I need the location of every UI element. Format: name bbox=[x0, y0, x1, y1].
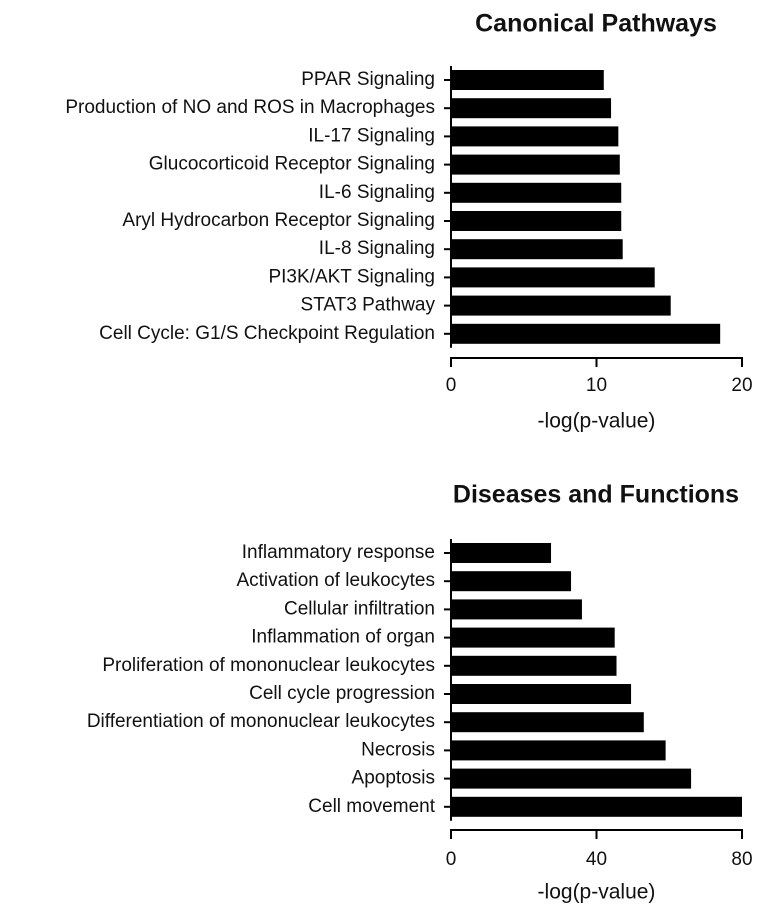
bar-cell-cycle-g1-s-checkpoint-regulation bbox=[451, 323, 721, 344]
canonical-pathways-title: Canonical Pathways bbox=[475, 10, 717, 38]
bar-pi3k-akt-signaling bbox=[451, 267, 655, 288]
category-label-apoptosis: Apoptosis bbox=[352, 768, 435, 789]
bar-activation-of-leukocytes bbox=[451, 571, 572, 592]
diseases-functions-x-axis-label: -log(p-value) bbox=[538, 881, 656, 904]
category-label-differentiation-of-mononuclear-leukocytes: Differentiation of mononuclear leukocyte… bbox=[87, 711, 435, 732]
category-label-necrosis: Necrosis bbox=[361, 739, 435, 760]
category-label-il-17-signaling: IL-17 Signaling bbox=[308, 125, 435, 146]
bar-cell-movement bbox=[451, 796, 742, 817]
category-label-il-8-signaling: IL-8 Signaling bbox=[319, 238, 435, 259]
bar-inflammation-of-organ bbox=[451, 627, 615, 648]
category-label-il-6-signaling: IL-6 Signaling bbox=[319, 182, 435, 203]
category-label-inflammatory-response: Inflammatory response bbox=[242, 542, 435, 563]
category-label-glucocorticoid-receptor-signaling: Glucocorticoid Receptor Signaling bbox=[149, 154, 435, 175]
category-label-activation-of-leukocytes: Activation of leukocytes bbox=[236, 570, 435, 591]
bar-il-6-signaling bbox=[451, 182, 622, 203]
bar-il-8-signaling bbox=[451, 239, 623, 260]
bar-glucocorticoid-receptor-signaling bbox=[451, 154, 620, 175]
category-label-inflammation-of-organ: Inflammation of organ bbox=[251, 627, 435, 648]
category-label-stat3-pathway: STAT3 Pathway bbox=[301, 295, 436, 316]
x-tick-label-10: 10 bbox=[586, 375, 607, 396]
x-tick-label-40: 40 bbox=[586, 849, 607, 870]
bar-production-of-no-and-ros-in-macrophages bbox=[451, 98, 612, 119]
bar-inflammatory-response bbox=[451, 543, 552, 563]
category-label-cell-cycle-g1-s-checkpoint-regulation: Cell Cycle: G1/S Checkpoint Regulation bbox=[99, 323, 435, 344]
x-tick-label-80: 80 bbox=[731, 849, 752, 870]
category-label-cellular-infiltration: Cellular infiltration bbox=[284, 598, 435, 619]
bar-aryl-hydrocarbon-receptor-signaling bbox=[451, 211, 622, 231]
x-tick-label-0: 0 bbox=[446, 849, 457, 870]
bar-cellular-infiltration bbox=[451, 599, 582, 620]
category-label-proliferation-of-mononuclear-leukocytes: Proliferation of mononuclear leukocytes bbox=[102, 655, 435, 676]
category-label-ppar-signaling: PPAR Signaling bbox=[301, 69, 435, 90]
category-label-pi3k-akt-signaling: PI3K/AKT Signaling bbox=[268, 266, 435, 287]
bar-apoptosis bbox=[451, 768, 692, 789]
x-tick-label-0: 0 bbox=[446, 375, 457, 396]
bar-ppar-signaling bbox=[451, 70, 604, 90]
category-label-cell-cycle-progression: Cell cycle progression bbox=[249, 683, 435, 704]
category-label-cell-movement: Cell movement bbox=[308, 796, 435, 817]
bar-cell-cycle-progression bbox=[451, 684, 632, 704]
canonical-pathways-panel: Canonical Pathways PPAR Signaling Producti… bbox=[65, 10, 752, 433]
bar-differentiation-of-mononuclear-leukocytes bbox=[451, 712, 644, 733]
diseases-functions-title: Diseases and Functions bbox=[453, 481, 739, 509]
bar-necrosis bbox=[451, 740, 666, 761]
x-tick-label-20: 20 bbox=[731, 375, 752, 396]
bar-stat3-pathway bbox=[451, 295, 671, 316]
bar-il-17-signaling bbox=[451, 126, 619, 147]
diseases-functions-panel: Diseases and Functions Inflammatory respo… bbox=[87, 481, 753, 904]
category-label-production-of-no-and-ros-in-macrophages: Production of NO and ROS in Macrophages bbox=[65, 97, 435, 118]
canonical-pathways-x-axis-label: -log(p-value) bbox=[538, 410, 656, 433]
category-label-aryl-hydrocarbon-receptor-signaling: Aryl Hydrocarbon Receptor Signaling bbox=[122, 210, 435, 231]
bar-proliferation-of-mononuclear-leukocytes bbox=[451, 655, 617, 676]
